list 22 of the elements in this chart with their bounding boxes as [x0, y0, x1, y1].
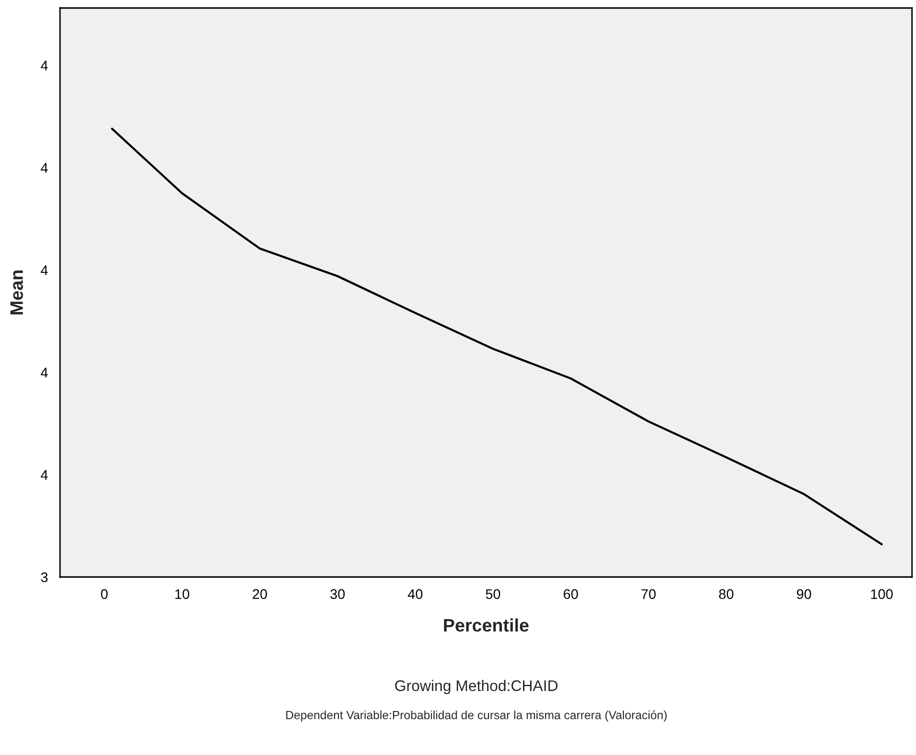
x-tick-label: 0 [100, 589, 108, 600]
y-tick-label: 4 [40, 368, 48, 378]
x-tick-label: 40 [408, 589, 422, 600]
x-tick-label: 10 [175, 589, 190, 600]
x-tick-label: 70 [641, 589, 656, 600]
text: Dependent Variable:Probabilidad de cursar la misma carrera (Valoración) [286, 710, 667, 722]
x-tick-label: 30 [330, 589, 345, 600]
x-tick-label: 90 [796, 589, 812, 600]
x-tick-label: 60 [564, 589, 578, 600]
y-tick-label: 4 [40, 470, 48, 480]
x-axis-title: Percentile [444, 618, 529, 632]
y-tick-label: 4 [40, 60, 48, 70]
text: Growing Method:CHAID [395, 680, 558, 694]
x-tick-label: 50 [486, 589, 500, 600]
x-tick-label: 100 [871, 589, 893, 600]
x-tick-label: 80 [719, 589, 734, 600]
y-tick-label: 4 [40, 163, 48, 173]
y-tick-label: 3 [41, 572, 48, 582]
y-tick-label: 4 [40, 265, 48, 276]
x-tick-label: 20 [252, 589, 267, 600]
y-axis-title: Mean [10, 270, 24, 314]
line-series [111, 128, 883, 546]
